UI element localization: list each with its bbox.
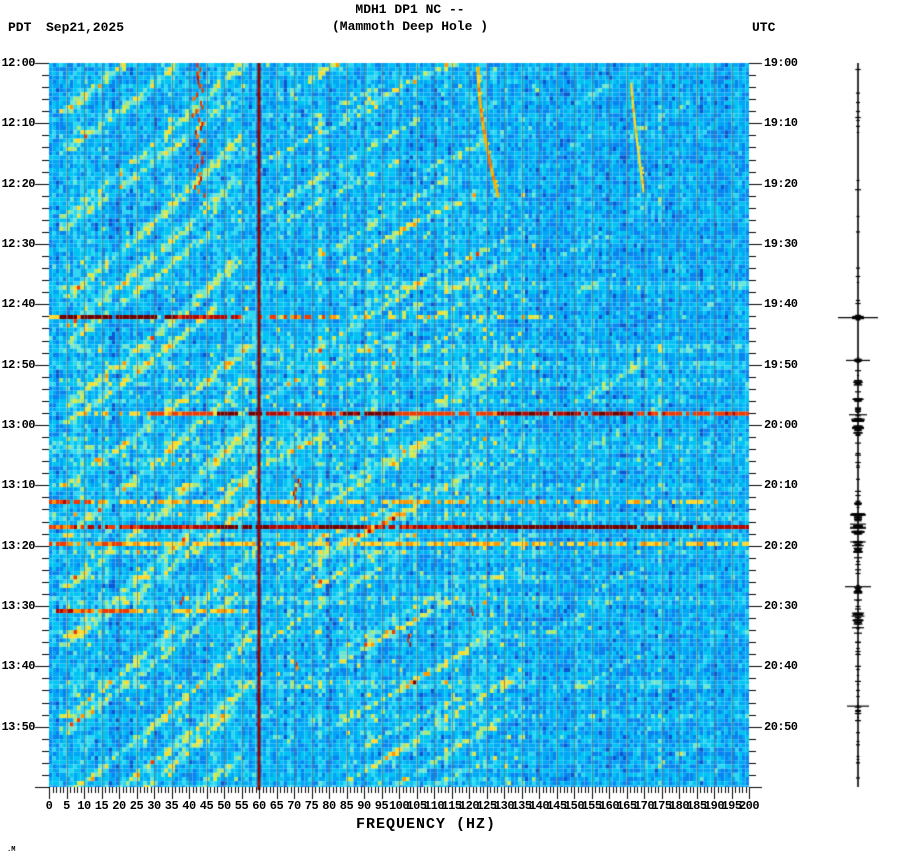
time-label-right: 19:30 bbox=[764, 237, 798, 251]
freq-tick-label: 20 bbox=[112, 799, 126, 813]
time-label-right: 20:10 bbox=[764, 478, 798, 493]
freq-tick-label: 145 bbox=[546, 799, 567, 813]
page-subtitle: (Mammoth Deep Hole ) bbox=[331, 19, 489, 34]
time-label-right: 19:50 bbox=[764, 357, 798, 372]
time-label-left: 12:30 bbox=[1, 237, 35, 251]
time-label-right: 20:50 bbox=[764, 719, 798, 734]
time-label-left: 13:00 bbox=[1, 418, 35, 432]
time-label-left: 13:40 bbox=[1, 659, 35, 674]
freq-tick-label: 130 bbox=[493, 799, 515, 813]
freq-tick-label: 0 bbox=[45, 799, 53, 813]
freq-tick-label: 65 bbox=[269, 799, 284, 813]
time-label-left: 13:20 bbox=[1, 538, 35, 553]
time-label-right: 20:20 bbox=[764, 538, 798, 553]
left-timezone-label: PDT bbox=[8, 20, 32, 35]
time-label-left: 12:50 bbox=[1, 357, 35, 372]
freq-tick-label: 185 bbox=[686, 799, 707, 813]
freq-tick-label: 115 bbox=[441, 799, 462, 813]
freq-tick-label: 45 bbox=[199, 799, 214, 813]
time-label-right: 20:30 bbox=[764, 599, 798, 613]
time-label-left: 13:30 bbox=[1, 599, 35, 613]
freq-tick-label: 10 bbox=[77, 799, 91, 813]
time-label-left: 12:10 bbox=[1, 116, 35, 131]
time-label-right: 19:20 bbox=[764, 176, 798, 191]
time-label-right: 19:10 bbox=[764, 116, 798, 131]
freq-tick-label: 195 bbox=[721, 799, 742, 813]
freq-tick-label: 200 bbox=[738, 799, 760, 813]
time-label-right: 20:00 bbox=[764, 418, 798, 432]
freq-tick-label: 180 bbox=[668, 799, 690, 813]
freq-tick-label: 170 bbox=[633, 799, 655, 813]
freq-tick-label: 190 bbox=[703, 799, 725, 813]
freq-tick-label: 80 bbox=[322, 799, 336, 813]
time-label-left: 12:00 bbox=[1, 56, 35, 70]
freq-tick-label: 100 bbox=[388, 799, 410, 813]
freq-tick-label: 120 bbox=[458, 799, 480, 813]
freq-tick-label: 160 bbox=[598, 799, 620, 813]
freq-tick-label: 25 bbox=[129, 799, 144, 813]
time-label-left: 13:50 bbox=[1, 719, 35, 734]
time-label-left: 12:40 bbox=[1, 297, 35, 312]
corner-mark: .M bbox=[7, 846, 16, 854]
time-label-right: 19:40 bbox=[764, 297, 798, 312]
freq-tick-label: 105 bbox=[406, 799, 427, 813]
freq-tick-label: 30 bbox=[147, 799, 161, 813]
freq-tick-label: 15 bbox=[94, 799, 109, 813]
freq-tick-label: 60 bbox=[252, 799, 266, 813]
right-timezone-label: UTC bbox=[752, 20, 776, 35]
freq-tick-label: 35 bbox=[164, 799, 179, 813]
freq-tick-label: 40 bbox=[182, 799, 196, 813]
freq-tick-label: 175 bbox=[651, 799, 672, 813]
freq-tick-label: 165 bbox=[616, 799, 637, 813]
freq-tick-label: 5 bbox=[63, 799, 70, 813]
time-label-right: 19:00 bbox=[764, 56, 798, 70]
freq-tick-label: 70 bbox=[287, 799, 301, 813]
freq-tick-label: 50 bbox=[217, 799, 231, 813]
page-title: MDH1 DP1 NC -- bbox=[355, 2, 465, 17]
time-label-left: 13:10 bbox=[1, 478, 35, 493]
freq-tick-label: 95 bbox=[374, 799, 389, 813]
freq-tick-label: 90 bbox=[357, 799, 371, 813]
freq-tick-label: 135 bbox=[511, 799, 532, 813]
freq-tick-label: 150 bbox=[563, 799, 585, 813]
x-axis-title: FREQUENCY (HZ) bbox=[355, 816, 497, 833]
freq-tick-label: 140 bbox=[528, 799, 550, 813]
date-label: Sep21,2025 bbox=[46, 20, 125, 35]
freq-tick-label: 55 bbox=[234, 799, 249, 813]
freq-tick-label: 85 bbox=[339, 799, 354, 813]
freq-tick-label: 110 bbox=[423, 799, 445, 813]
freq-tick-label: 125 bbox=[476, 799, 497, 813]
freq-tick-label: 155 bbox=[581, 799, 602, 813]
time-label-right: 20:40 bbox=[764, 659, 798, 674]
time-label-left: 12:20 bbox=[1, 176, 35, 191]
freq-tick-label: 75 bbox=[304, 799, 319, 813]
